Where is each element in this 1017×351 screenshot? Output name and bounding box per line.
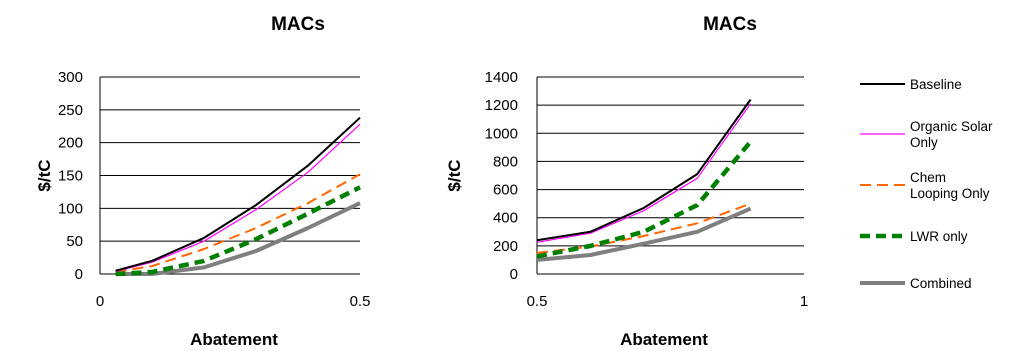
y-tick-label: 1200: [485, 97, 518, 114]
series-line-combined: [115, 201, 361, 276]
series-line-lwr-only: [115, 185, 362, 277]
legend-label: Baseline: [910, 77, 962, 92]
chart-panel-1: MACs Abatement $/tC 0 50 100 150 200 250 300 0 0.5: [35, 14, 370, 349]
legend-label: Combined: [910, 276, 972, 291]
legend-label: Only: [910, 135, 938, 150]
series-line-baseline: [536, 98, 752, 242]
x-axis-label: Abatement: [190, 330, 278, 349]
legend-label: Organic Solar: [910, 119, 993, 134]
y-axis-label: $/tC: [35, 159, 54, 191]
y-tick-label: 200: [493, 238, 518, 255]
x-axis-label: Abatement: [620, 330, 708, 349]
series-line-lwr-only: [536, 140, 753, 259]
series-line-baseline: [115, 116, 361, 272]
y-tick-label: 1400: [485, 69, 518, 86]
series-line-chem-looping-only: [115, 173, 361, 273]
legend-label: LWR only: [910, 229, 968, 244]
series-line-organic-solar-only: [536, 103, 752, 243]
series-line-combined: [536, 206, 752, 262]
y-axis-label: $/tC: [445, 159, 464, 191]
y-tick-label: 100: [58, 200, 83, 217]
x-tick-label: 0: [96, 293, 104, 310]
y-tick-label: 400: [493, 210, 518, 227]
y-tick-label: 0: [75, 266, 83, 283]
legend-label: Looping Only: [910, 186, 990, 201]
chart-title: MACs: [703, 14, 757, 35]
y-tick-label: 250: [58, 102, 83, 119]
y-tick-label: 800: [493, 153, 518, 170]
x-tick-label: 0.5: [527, 293, 548, 310]
x-tick-label: 1: [800, 293, 808, 310]
y-tick-label: 600: [493, 182, 518, 199]
y-tick-label: 0: [510, 266, 518, 283]
series-line-organic-solar-only: [115, 123, 361, 272]
y-tick-label: 150: [58, 168, 83, 185]
y-tick-label: 200: [58, 135, 83, 152]
y-tick-label: 50: [66, 233, 83, 250]
chart-panel-2: MACs Abatement $/tC 0 200 400 600 800 1000 1200 14…: [445, 14, 808, 349]
y-tick-label: 300: [58, 69, 83, 86]
chart-title: MACs: [271, 14, 325, 35]
x-tick-label: 0.5: [350, 293, 371, 310]
legend-label: Chem: [910, 170, 946, 185]
y-tick-label: 1000: [485, 125, 518, 142]
